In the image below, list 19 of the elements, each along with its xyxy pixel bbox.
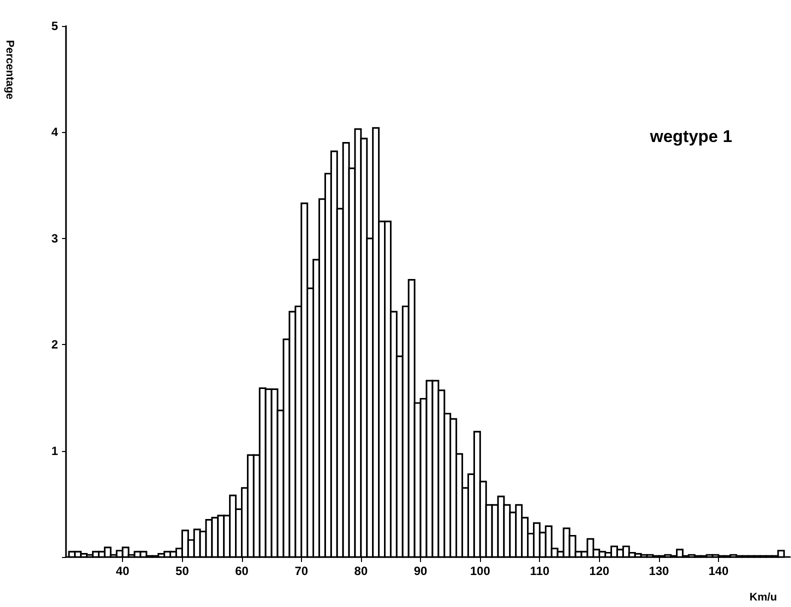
x-tick-label: 110 — [530, 564, 550, 578]
x-tick-label: 100 — [470, 564, 490, 578]
annotation: wegtype 1 — [649, 127, 732, 146]
x-tick-label: 140 — [708, 564, 729, 578]
y-tick-label: 3 — [51, 231, 58, 246]
x-tick-label: 60 — [235, 564, 249, 578]
x-tick-label: 50 — [176, 564, 190, 578]
x-axis-title: Km/u — [750, 592, 777, 604]
x-tick-label: 90 — [414, 564, 428, 578]
x-tick-label: 120 — [589, 564, 610, 578]
y-tick-label: 4 — [51, 125, 58, 140]
x-tick-label: 40 — [116, 564, 130, 578]
y-axis-title: Percentage — [4, 40, 16, 100]
x-tick-label: 80 — [354, 564, 368, 578]
x-tick-label: 70 — [294, 564, 308, 578]
x-tick-label: 130 — [648, 564, 670, 578]
y-tick-label: 2 — [51, 338, 58, 352]
y-tick-label: 5 — [51, 19, 58, 33]
y-tick-label: 1 — [51, 444, 58, 458]
